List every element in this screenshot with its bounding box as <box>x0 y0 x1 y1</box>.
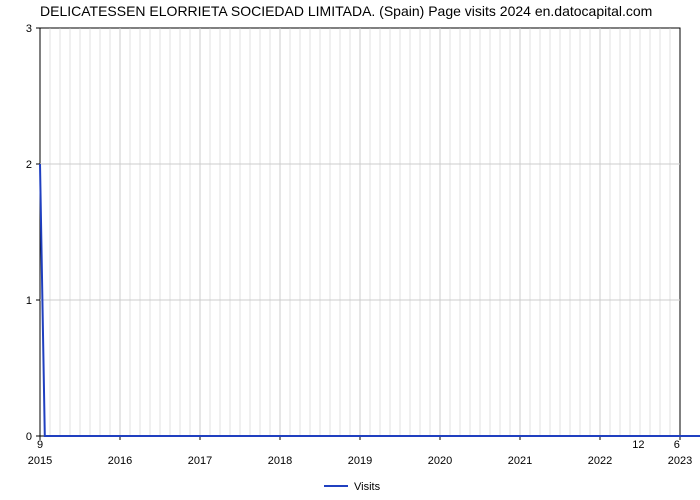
extra-label: 12 <box>632 439 644 451</box>
x-tick-label: 2018 <box>268 455 292 467</box>
y-tick-label: 3 <box>26 23 32 35</box>
x-tick-label: 2016 <box>108 455 132 467</box>
x-tick-label: 2023 <box>668 455 692 467</box>
chart-title: DELICATESSEN ELORRIETA SOCIEDAD LIMITADA… <box>40 3 652 19</box>
x-tick-label: 2022 <box>588 455 612 467</box>
extra-label: 6 <box>674 439 680 451</box>
x-tick-label: 2020 <box>428 455 452 467</box>
y-tick-label: 2 <box>26 159 32 171</box>
x-tick-label: 2015 <box>28 455 52 467</box>
y-tick-label: 1 <box>26 295 32 307</box>
extra-label: 9 <box>37 439 43 451</box>
x-tick-label: 2019 <box>348 455 372 467</box>
chart-svg: DELICATESSEN ELORRIETA SOCIEDAD LIMITADA… <box>0 0 700 500</box>
legend-label: Visits <box>354 481 381 493</box>
x-tick-label: 2021 <box>508 455 532 467</box>
x-tick-label: 2017 <box>188 455 212 467</box>
y-tick-label: 0 <box>26 431 32 443</box>
visits-chart: DELICATESSEN ELORRIETA SOCIEDAD LIMITADA… <box>0 0 700 500</box>
